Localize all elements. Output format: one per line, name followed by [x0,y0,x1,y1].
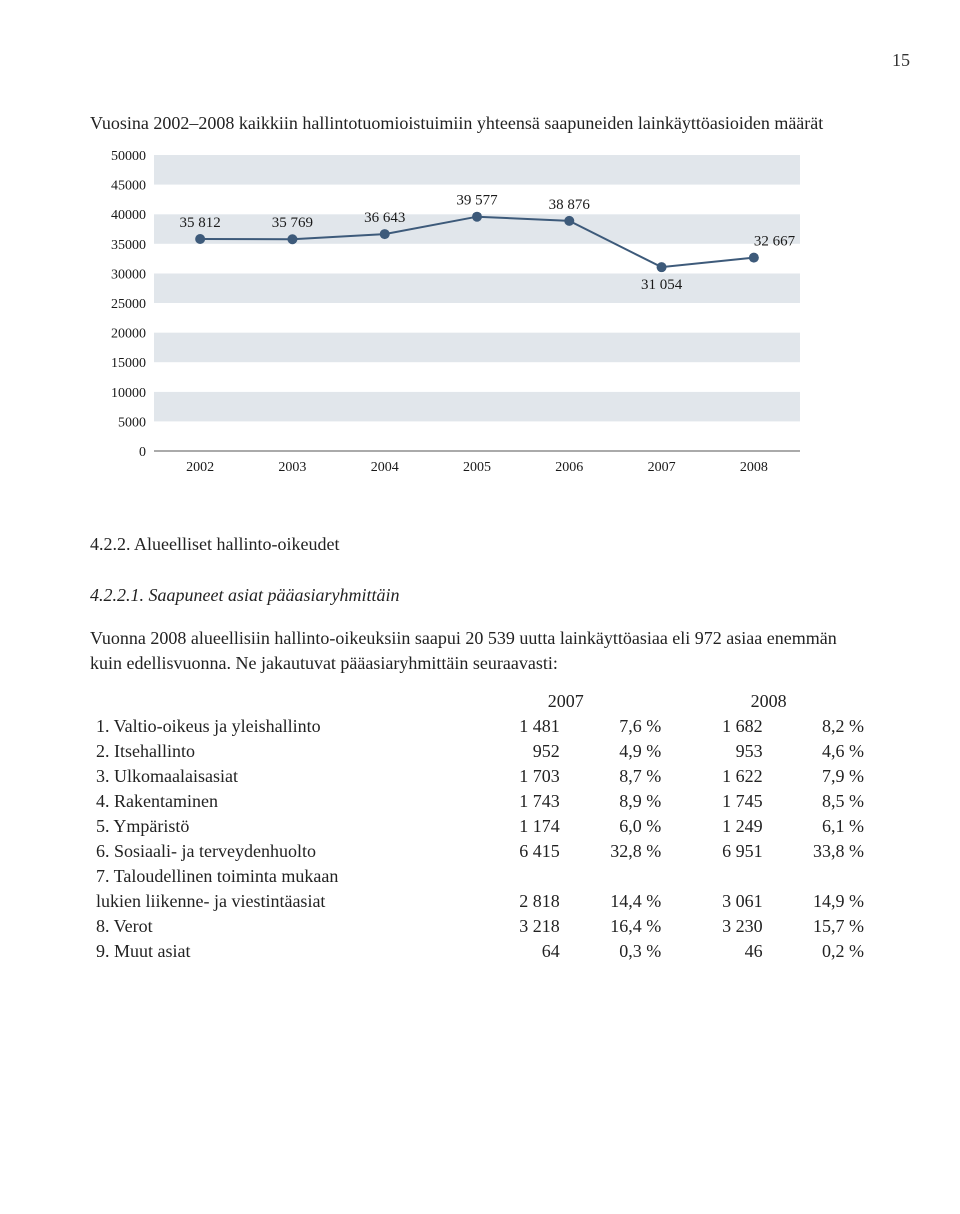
subsection-heading: 4.2.2.1. Saapuneet asiat pääasiaryhmittä… [90,585,870,606]
row-p1 [566,864,667,889]
table-row: 2. Itsehallinto9524,9 %9534,6 % [90,739,870,764]
row-v1: 1 481 [464,714,565,739]
table-header-row: 20072008 [90,689,870,714]
row-label: 1. Valtio-oikeus ja yleishallinto [90,714,464,739]
row-p1: 32,8 % [566,839,667,864]
row-v2: 1 622 [667,764,768,789]
body-paragraph: Vuonna 2008 alueellisiin hallinto-oikeuk… [90,626,870,675]
svg-text:2003: 2003 [278,460,306,475]
row-p1: 8,7 % [566,764,667,789]
chart-container: 0 5000 10000 15000 20000 25000 30000 35000 40000… [90,149,870,494]
svg-text:15000: 15000 [111,356,146,371]
svg-text:2007: 2007 [648,460,676,475]
svg-text:30000: 30000 [111,268,146,283]
year-header-1: 2007 [464,689,667,714]
row-p2: 4,6 % [769,739,870,764]
section-heading: 4.2.2. Alueelliset hallinto-oikeudet [90,534,870,555]
page-number: 15 [90,50,910,71]
row-p1: 16,4 % [566,914,667,939]
svg-text:38 876: 38 876 [549,197,591,213]
row-label: 5. Ympäristö [90,814,464,839]
line-chart: 0 5000 10000 15000 20000 25000 30000 35000 40000… [90,149,810,489]
row-v1: 1 703 [464,764,565,789]
svg-text:25000: 25000 [111,297,146,312]
row-label: 6. Sosiaali- ja terveydenhuolto [90,839,464,864]
table-row: 7. Taloudellinen toiminta mukaan [90,864,870,889]
svg-text:32 667: 32 667 [754,234,796,250]
row-p1: 8,9 % [566,789,667,814]
row-v1: 952 [464,739,565,764]
table-row: 8. Verot3 21816,4 %3 23015,7 % [90,914,870,939]
svg-text:2002: 2002 [186,460,214,475]
row-label: 3. Ulkomaalaisasiat [90,764,464,789]
svg-text:2008: 2008 [740,460,768,475]
row-p2: 33,8 % [769,839,870,864]
svg-text:50000: 50000 [111,149,146,164]
row-label: 9. Muut asiat [90,939,464,964]
svg-text:0: 0 [139,445,146,460]
row-p2 [769,864,870,889]
row-v1: 64 [464,939,565,964]
table-row: 3. Ulkomaalaisasiat1 7038,7 %1 6227,9 % [90,764,870,789]
row-v2: 953 [667,739,768,764]
row-label: 7. Taloudellinen toiminta mukaan [90,864,464,889]
svg-text:2006: 2006 [555,460,583,475]
row-v2: 46 [667,939,768,964]
row-v2 [667,864,768,889]
row-p1: 7,6 % [566,714,667,739]
row-label: 4. Rakentaminen [90,789,464,814]
svg-text:2005: 2005 [463,460,491,475]
table-row: 5. Ympäristö1 1746,0 %1 2496,1 % [90,814,870,839]
row-p1: 14,4 % [566,889,667,914]
svg-text:31 054: 31 054 [641,277,683,293]
table-row: 4. Rakentaminen1 7438,9 %1 7458,5 % [90,789,870,814]
row-p2: 8,5 % [769,789,870,814]
row-p2: 14,9 % [769,889,870,914]
row-label: lukien liikenne- ja viestintäasiat [90,889,464,914]
svg-text:36 643: 36 643 [364,210,405,226]
svg-text:40000: 40000 [111,208,146,223]
svg-text:35 812: 35 812 [180,215,221,231]
row-p1: 6,0 % [566,814,667,839]
row-p1: 0,3 % [566,939,667,964]
row-v2: 1 682 [667,714,768,739]
intro-paragraph: Vuosina 2002–2008 kaikkiin hallintotuomi… [90,111,870,135]
svg-text:10000: 10000 [111,386,146,401]
svg-text:20000: 20000 [111,327,146,342]
svg-text:35000: 35000 [111,238,146,253]
table-row: 1. Valtio-oikeus ja yleishallinto1 4817,… [90,714,870,739]
row-v1 [464,864,565,889]
row-v1: 2 818 [464,889,565,914]
row-v2: 3 061 [667,889,768,914]
row-p2: 7,9 % [769,764,870,789]
svg-text:35 769: 35 769 [272,216,313,232]
row-v2: 1 249 [667,814,768,839]
row-p2: 15,7 % [769,914,870,939]
data-table: 200720081. Valtio-oikeus ja yleishallint… [90,689,870,964]
row-v2: 1 745 [667,789,768,814]
svg-text:2004: 2004 [371,460,399,475]
row-p2: 6,1 % [769,814,870,839]
table-row: 6. Sosiaali- ja terveydenhuolto6 41532,8… [90,839,870,864]
row-label: 2. Itsehallinto [90,739,464,764]
row-v1: 1 743 [464,789,565,814]
row-label: 8. Verot [90,914,464,939]
svg-text:39 577: 39 577 [456,193,498,209]
row-v2: 6 951 [667,839,768,864]
row-v2: 3 230 [667,914,768,939]
year-header-2: 2008 [667,689,870,714]
table-row: lukien liikenne- ja viestintäasiat2 8181… [90,889,870,914]
svg-text:45000: 45000 [111,179,146,194]
table-row: 9. Muut asiat640,3 %460,2 % [90,939,870,964]
row-v1: 3 218 [464,914,565,939]
row-v1: 1 174 [464,814,565,839]
row-v1: 6 415 [464,839,565,864]
svg-text:5000: 5000 [118,416,146,431]
row-p2: 8,2 % [769,714,870,739]
row-p1: 4,9 % [566,739,667,764]
row-p2: 0,2 % [769,939,870,964]
